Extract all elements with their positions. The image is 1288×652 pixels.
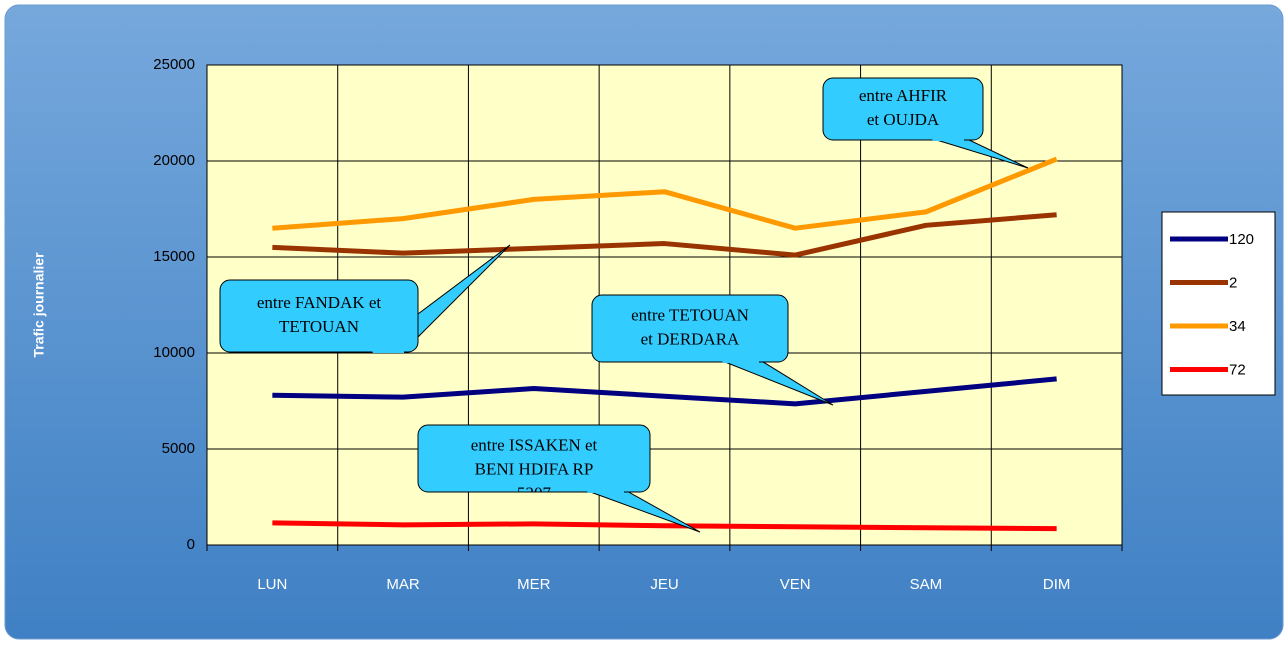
callout-pointer-cover — [371, 349, 404, 353]
callout-pointer-cover — [931, 137, 964, 141]
x-tick-label: SAM — [910, 576, 943, 593]
legend-entries: 120 2 34 72 — [1170, 231, 1254, 378]
callout-text: BENI HDIFA RP — [475, 459, 594, 478]
y-axis-label: Trafic journalier — [31, 252, 47, 358]
callout-text: entre ISSAKEN et — [471, 435, 598, 454]
callout-pointer-cover — [721, 359, 759, 363]
series-line — [272, 376, 1057, 407]
callout-text: et DERDARA — [641, 329, 740, 348]
x-tick-label: MER — [517, 576, 551, 593]
legend-label: 2 — [1229, 274, 1237, 291]
y-tick-label: 10000 — [153, 344, 195, 361]
callout: entre ISSAKEN et BENI HDIFA RP 5207 — [417, 424, 701, 533]
annotations: entre AHFIR et OUJDA entre FANDAK et TETOUA… — [219, 77, 1029, 533]
callout-text: entre FANDAK et — [257, 293, 382, 312]
series-line — [272, 212, 1057, 258]
x-tick-label: LUN — [257, 576, 287, 593]
callout-text: 5207 — [517, 483, 552, 502]
callout-text: TETOUAN — [279, 317, 359, 336]
x-tick-label: VEN — [780, 576, 811, 593]
callout: entre FANDAK et TETOUAN — [219, 244, 511, 353]
x-tick-label: JEU — [650, 576, 678, 593]
legend — [1161, 211, 1276, 396]
y-tick-label: 5000 — [162, 440, 195, 457]
callout-text: et OUJDA — [867, 110, 940, 129]
callout-text: entre TETOUAN — [631, 305, 749, 324]
y-tick-label: 15000 — [153, 248, 195, 265]
legend-label: 72 — [1229, 361, 1246, 378]
callout: entre TETOUAN et DERDARA — [591, 294, 834, 406]
y-tick-label: 20000 — [153, 152, 195, 169]
x-tick-label: DIM — [1043, 576, 1071, 593]
legend-label: 120 — [1229, 231, 1254, 248]
callout-box — [822, 77, 984, 141]
callout-box — [591, 294, 789, 363]
callout-text: entre AHFIR — [859, 86, 948, 105]
lines — [272, 156, 1058, 532]
series-line — [272, 520, 1057, 532]
callout-pointer-cover — [586, 489, 624, 493]
callout: entre AHFIR et OUJDA — [822, 77, 1029, 169]
series-line — [272, 156, 1058, 231]
callout-box — [219, 279, 419, 353]
y-tick-label: 25000 — [153, 56, 195, 73]
callout-box — [417, 424, 651, 493]
x-tick-label: MAR — [386, 576, 420, 593]
legend-label: 34 — [1229, 318, 1246, 335]
plot-border — [206, 64, 1123, 546]
y-tick-label: 0 — [187, 536, 195, 553]
